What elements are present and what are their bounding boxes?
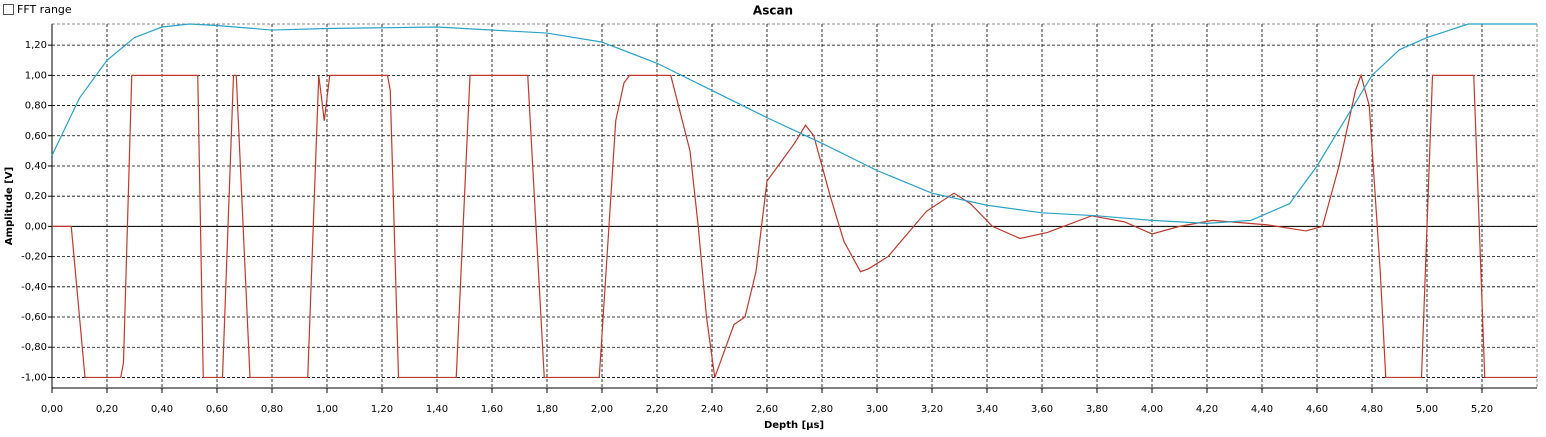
y-axis-label: Amplitude [V] (4, 167, 15, 245)
x-tick-label: 2,60 (756, 404, 778, 415)
y-tick-label: -0,40 (21, 282, 47, 293)
x-tick-label: 0,20 (96, 404, 118, 415)
x-tick-label: 3,80 (1086, 404, 1108, 415)
x-tick-label: 4,40 (1251, 404, 1273, 415)
x-tick-label: 3,00 (866, 404, 888, 415)
series-line (51, 23, 1537, 224)
x-axis-label: Depth [µs] (764, 420, 824, 431)
x-tick-label: 5,00 (1416, 404, 1438, 415)
y-tick-label: 0,00 (25, 221, 47, 232)
y-tick-label: 1,20 (25, 40, 47, 51)
y-tick-label: 0,60 (25, 131, 47, 142)
y-tick-label: 0,20 (25, 191, 47, 202)
x-tick-label: 1,20 (371, 404, 393, 415)
x-tick-label: 3,20 (921, 404, 943, 415)
y-tick-label: -0,20 (21, 252, 47, 263)
x-tick-label: 4,80 (1361, 404, 1383, 415)
x-tick-label: 0,40 (151, 404, 173, 415)
x-tick-label: 3,40 (976, 404, 998, 415)
x-tick-label: 1,00 (316, 404, 338, 415)
x-tick-label: 2,80 (811, 404, 833, 415)
plot-border (51, 23, 1538, 389)
y-tick-label: 0,80 (25, 101, 47, 112)
y-tick-label: -0,60 (21, 312, 47, 323)
x-tick-label: 4,20 (1196, 404, 1218, 415)
y-tick-label: -0,80 (21, 342, 47, 353)
series-line (52, 73, 1537, 379)
x-tick-label: 2,00 (591, 404, 613, 415)
checkbox-label[interactable]: FFT range (17, 3, 72, 16)
y-tick-label: 0,40 (25, 161, 47, 172)
y-tick-label: 1,00 (25, 70, 47, 81)
x-tick-label: 4,60 (1306, 404, 1328, 415)
x-tick-label: 4,00 (1141, 404, 1163, 415)
y-tick-label: -1,00 (21, 372, 47, 383)
fft-checkbox[interactable]: FFT range (3, 3, 72, 16)
x-tick-label: 5,20 (1471, 404, 1493, 415)
x-tick-label: 2,40 (701, 404, 723, 415)
x-tick-label: 1,80 (536, 404, 558, 415)
x-tick-label: 3,60 (1031, 404, 1053, 415)
x-tick-label: 0,00 (41, 404, 63, 415)
x-tick-label: 1,60 (481, 404, 503, 415)
chart-title: Ascan (753, 4, 793, 18)
x-tick-label: 0,60 (206, 404, 228, 415)
x-tick-label: 0,80 (261, 404, 283, 415)
x-tick-label: 2,20 (646, 404, 668, 415)
checkbox-box[interactable] (3, 4, 14, 15)
x-tick-label: 1,40 (426, 404, 448, 415)
